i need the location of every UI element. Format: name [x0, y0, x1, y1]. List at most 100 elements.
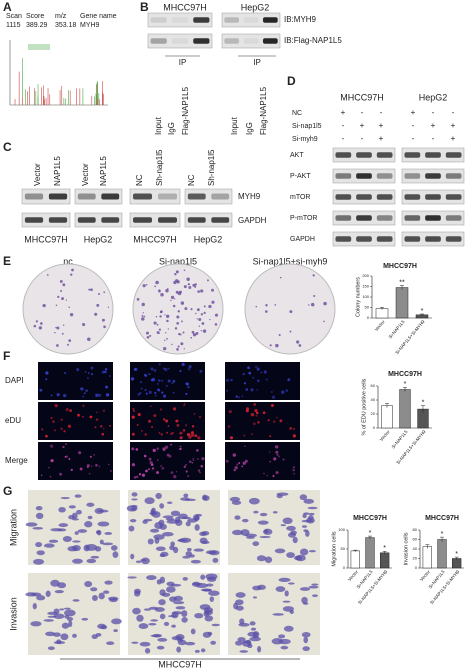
- cell-nucleus: [245, 408, 249, 413]
- stained-cell: [248, 497, 260, 505]
- chart-title: MHCC97H: [353, 515, 387, 522]
- cell-nucleus: [50, 459, 54, 463]
- stained-cell: [53, 608, 60, 614]
- cell-nucleus: [185, 382, 189, 386]
- condition-sign: -: [380, 108, 383, 117]
- y-tick-label: 0: [367, 315, 370, 320]
- bar: [395, 287, 409, 319]
- colony: [209, 318, 211, 321]
- cell-nucleus: [85, 389, 88, 392]
- group-label: Si-nap1l5: [159, 256, 197, 266]
- stained-cell: [259, 535, 271, 539]
- condition-sign: -: [432, 134, 435, 143]
- stained-cell: [241, 518, 249, 523]
- blot-band: [262, 38, 278, 44]
- cell-nucleus: [227, 425, 231, 428]
- table-header: m/z: [55, 13, 67, 20]
- stained-cell: [98, 592, 105, 600]
- colony: [180, 342, 184, 346]
- colony: [275, 343, 279, 348]
- stained-cell: [31, 592, 42, 597]
- colony: [172, 304, 176, 308]
- stained-cell: [295, 554, 306, 562]
- panel-label: C: [3, 140, 12, 154]
- cell-nucleus: [247, 366, 250, 370]
- cell-nucleus: [157, 383, 159, 385]
- cell-nucleus: [82, 395, 85, 398]
- cell-nucleus: [145, 469, 148, 473]
- cell-nucleus: [194, 435, 198, 438]
- colony: [154, 285, 157, 288]
- colony: [171, 343, 173, 346]
- stained-cell: [276, 492, 289, 496]
- cell-nucleus: [285, 389, 289, 392]
- cell-nucleus: [148, 372, 151, 376]
- y-tick-label: 200: [362, 273, 369, 278]
- cell-nucleus: [140, 381, 143, 384]
- cell-line: MHCC97H: [163, 2, 207, 12]
- stained-cell: [100, 625, 108, 630]
- cell-nucleus: [159, 408, 163, 411]
- stained-cell: [242, 641, 248, 644]
- cell-nucleus: [80, 387, 84, 391]
- stained-cell: [160, 551, 169, 557]
- cell-nucleus: [137, 412, 141, 417]
- cell-nucleus: [287, 378, 291, 382]
- bar: [375, 308, 389, 319]
- condition-sign: -: [361, 108, 364, 117]
- cell-nucleus: [161, 391, 164, 394]
- transwell-image: [128, 490, 220, 565]
- bar: [350, 550, 360, 569]
- colony: [55, 326, 57, 329]
- colony: [156, 323, 159, 326]
- colony: [60, 290, 63, 292]
- cell-nucleus: [179, 369, 182, 373]
- blot-band: [376, 152, 393, 158]
- y-axis-label: Migration cells: [331, 531, 337, 566]
- y-tick-label: 40: [371, 397, 376, 402]
- stained-cell: [142, 519, 148, 524]
- stained-cell: [299, 587, 311, 591]
- cell-nucleus: [179, 436, 183, 440]
- stained-cell: [141, 557, 150, 565]
- stained-cell: [45, 631, 56, 637]
- blot-background: [74, 188, 123, 205]
- blot-band: [24, 193, 44, 200]
- cell-nucleus: [244, 459, 248, 463]
- colony: [296, 340, 300, 344]
- cell-nucleus: [233, 468, 236, 472]
- cell-nucleus: [144, 389, 147, 391]
- cell-nucleus: [242, 372, 245, 376]
- stained-cell: [87, 515, 93, 520]
- stained-cell: [104, 580, 113, 585]
- stained-cell: [211, 623, 220, 627]
- blot-background: [74, 212, 123, 228]
- cell-nucleus: [185, 464, 187, 466]
- colony: [197, 290, 201, 293]
- stained-cell: [263, 528, 273, 535]
- stained-cell: [171, 611, 183, 615]
- table-value: 353.18: [55, 22, 77, 29]
- stained-cell: [72, 599, 80, 602]
- cell-nucleus: [102, 427, 105, 430]
- blot-band: [404, 173, 421, 179]
- cell-nucleus: [95, 418, 99, 421]
- blot-band: [24, 217, 44, 223]
- stained-cell: [48, 539, 59, 543]
- cell-nucleus: [262, 411, 266, 415]
- stained-cell: [156, 645, 165, 650]
- cell-nucleus: [179, 431, 183, 435]
- y-tick-label: 100: [338, 527, 345, 532]
- stained-cell: [252, 596, 258, 599]
- stained-cell: [239, 650, 249, 653]
- cell-nucleus: [137, 392, 141, 396]
- stained-cell: [162, 532, 174, 537]
- cell-nucleus: [275, 471, 279, 475]
- significance-mark: *: [455, 551, 458, 558]
- colony: [323, 301, 327, 306]
- row-label: Merge: [5, 456, 28, 465]
- cell-nucleus: [54, 429, 56, 432]
- cell-nucleus: [40, 474, 43, 476]
- cell-nucleus: [267, 419, 270, 422]
